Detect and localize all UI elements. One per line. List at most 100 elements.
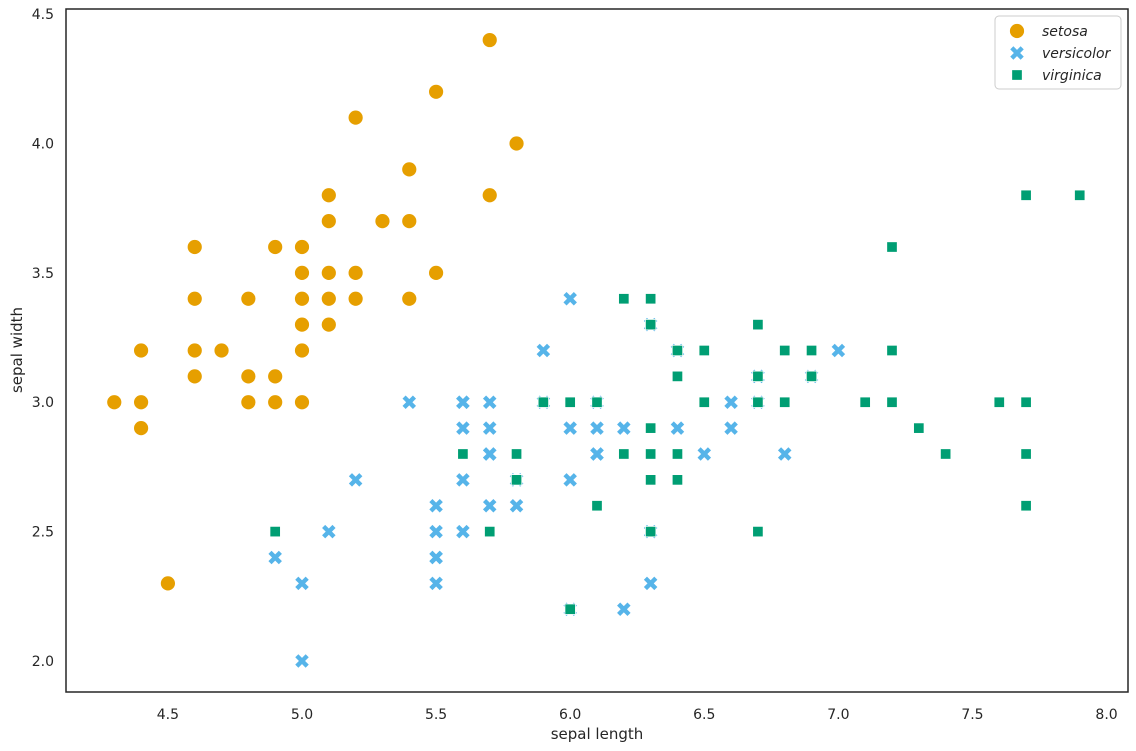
data-point-virginica [644,525,657,538]
data-point-versicolor [482,498,497,513]
plot-frame [65,8,1129,693]
legend-label-setosa: setosa [1042,24,1088,40]
data-point-setosa [294,316,310,333]
data-point-virginica [805,370,818,383]
legend-item-setosa: setosa [1009,23,1088,40]
x-tick-label: 4.5 [157,707,179,723]
data-point-virginica [886,396,898,408]
data-point-virginica [913,422,925,434]
data-point-versicolor [831,343,846,358]
legend: setosa versicolor virginica [994,15,1122,90]
data-point-virginica [1020,189,1032,201]
data-point-setosa [428,264,444,281]
data-point-setosa [186,368,203,385]
data-point-setosa [133,394,149,411]
data-point-setosa [186,239,203,255]
data-point-versicolor [590,421,604,435]
y-tick-label: 3.5 [32,266,54,282]
data-point-versicolor [482,421,497,435]
data-point-virginica [1020,448,1032,460]
data-point-versicolor [402,395,417,409]
data-point-setosa [160,575,176,592]
data-point-virginica [537,396,550,408]
data-point-virginica [671,344,684,357]
y-tick-label: 2.5 [32,525,54,541]
data-point-versicolor [617,602,631,616]
x-tick-label: 8.0 [1095,707,1117,723]
data-point-virginica [564,396,576,408]
marks-layer [106,32,1086,668]
data-point-virginica [752,370,764,383]
data-point-versicolor [322,524,336,539]
data-point-setosa [294,239,310,255]
data-point-versicolor [456,524,470,539]
legend-frame [994,15,1122,90]
data-point-setosa [374,213,391,230]
data-point-virginica [886,241,898,253]
data-point-virginica [859,396,871,408]
data-point-virginica [779,396,791,408]
data-point-setosa [133,342,149,359]
legend-marker-setosa [1009,23,1025,39]
data-point-virginica [805,344,818,357]
data-point-virginica [457,448,469,460]
data-point-versicolor [536,343,551,358]
data-point-virginica [269,525,281,538]
data-point-versicolor [643,576,658,591]
data-point-virginica [644,422,657,434]
data-point-versicolor [777,447,792,461]
x-tick-label: 5.5 [425,707,447,723]
data-point-versicolor [724,421,738,435]
data-point-setosa [347,290,364,307]
data-point-virginica [1020,396,1032,408]
data-point-versicolor [670,421,685,435]
data-point-virginica [644,293,657,305]
data-point-versicolor [563,292,577,306]
data-point-versicolor [429,524,443,539]
legend-items: setosa versicolor virginica [1009,23,1112,84]
data-point-setosa [294,342,310,359]
data-point-virginica [644,318,657,331]
data-point-versicolor [563,421,577,435]
data-point-versicolor [348,473,363,487]
data-point-setosa [240,368,257,385]
data-point-virginica [671,448,684,460]
series-virginica [269,189,1086,615]
data-point-virginica [752,525,764,538]
x-tick-label: 7.0 [827,707,849,723]
data-point-virginica [698,396,710,408]
data-point-versicolor [295,654,309,668]
data-point-virginica [591,500,603,512]
data-point-setosa [508,135,525,152]
y-tick-label: 4.0 [32,137,54,153]
data-point-setosa [347,264,364,281]
data-point-setosa [401,290,418,307]
legend-marker-versicolor [1010,46,1024,60]
data-point-versicolor [456,473,470,487]
data-point-versicolor [697,447,712,461]
data-point-setosa [240,290,257,307]
data-point-setosa [133,420,149,437]
data-point-setosa [428,83,444,100]
data-point-versicolor [429,576,443,591]
data-point-setosa [481,187,498,204]
data-point-setosa [401,161,418,178]
data-point-setosa [213,342,230,359]
data-point-versicolor [482,395,497,409]
data-point-virginica [671,370,684,383]
data-point-versicolor [429,498,443,513]
data-point-versicolor [590,447,604,461]
data-point-setosa [294,394,310,411]
data-point-virginica [484,525,496,538]
data-point-versicolor [482,447,497,461]
legend-item-versicolor: versicolor [1010,46,1112,62]
data-point-setosa [481,32,498,48]
data-point-virginica [618,448,630,460]
data-point-virginica [644,448,657,460]
data-point-setosa [320,264,337,281]
data-point-setosa [267,368,284,385]
data-point-setosa [106,394,123,411]
data-point-virginica [939,448,952,460]
